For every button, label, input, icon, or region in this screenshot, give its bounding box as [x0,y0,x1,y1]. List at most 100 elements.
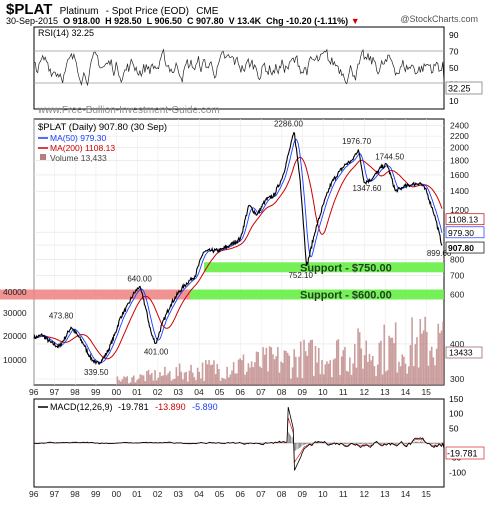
volume-bar [375,376,377,385]
volume-bar [442,321,444,385]
volume-bar [183,372,186,385]
price-y-tick-label: 1400 [450,186,469,196]
volume-legend-swatch [40,154,46,160]
rsi-y-tick-label: 90 [449,30,459,40]
price-right-labels: 1108.13 979.30 907.80 [445,213,485,254]
volume-bar [437,323,440,385]
volume-bar [304,351,307,385]
price-right-value: 1108.13 [448,215,478,225]
price-annotation: 2286.00 [274,119,303,128]
volume-y-tick-label: 30000 [3,308,27,318]
rsi-y-tick-label: 50 [449,63,459,73]
macd-legend-value: -19.781 [118,402,149,412]
symbol-description: - Spot Price (EOD) [105,6,190,17]
volume-bar [407,366,410,385]
volume-bar [170,380,173,385]
x-tick-label: 04 [194,387,204,397]
volume-bar [178,363,181,385]
volume-bar [236,373,238,385]
volume-bar [124,377,127,385]
volume-bar [360,348,363,385]
volume-bar [221,377,223,385]
volume-bar [339,375,341,385]
x-tick-label: 09 [298,489,308,499]
volume-bar [411,317,413,385]
volume-bar [116,376,119,385]
x-tick-label: 01 [132,489,142,499]
volume-bar [399,366,402,385]
macd-y-tick-label: -100 [449,467,466,477]
support-green-band [190,289,444,300]
volume-bar [231,370,233,385]
price-y-tick-label: 1200 [450,205,469,215]
volume-bar [425,331,428,385]
symbol-name: Platinum [59,6,99,17]
volume-bar [301,378,304,385]
price-y-tick-label: 600 [450,290,464,300]
price-y-tick-label: 2200 [450,131,469,141]
x-tick-label: 12 [359,489,369,499]
price-y-tick-label: 700 [450,271,464,281]
quote-change: Chg -10.20 (-1.11%) [266,16,349,26]
rsi-frame [33,26,445,110]
volume-bar [363,355,366,385]
volume-bar [409,345,412,385]
price-annotation: 1347.60 [352,184,381,193]
price-y-tick-label: 800 [450,254,464,264]
volume-bar [298,356,300,385]
volume-bar [208,360,210,385]
volume-bar [216,363,219,385]
volume-bar [296,377,299,385]
macd-y-tick-label: 100 [449,409,463,419]
volume-bar [262,347,264,385]
volume-bar [403,356,405,385]
volume-bar [191,372,194,385]
volume-bar [182,379,184,385]
volume-bar [263,354,266,385]
x-tick-label: 98 [70,489,80,499]
volume-bar [430,346,433,385]
macd-histogram-legend-value: -5.890 [192,402,218,412]
volume-bar [406,373,408,385]
volume-bar [355,367,358,385]
volume-bar [337,339,340,385]
quote-low: L 906.50 [146,16,183,26]
volume-bar [159,372,161,385]
volume-bar [121,379,124,385]
volume-bar [162,375,165,385]
volume-bar [173,378,176,385]
quote-date: 30-Sep-2015 [6,16,59,26]
volume-bar [393,343,395,385]
change-down-icon: ▼ [350,16,360,26]
volume-bar [118,380,120,385]
volume-bar [419,318,422,385]
volume-bar [185,371,187,385]
volume-bar [134,382,137,385]
symbol-ticker: $PLAT [6,1,53,18]
volume-bar [190,364,192,385]
price-annotations: 2286.00 1976.70 1744.50 1347.60 752.10 899.60… [49,119,452,376]
price-legend: MA(50) 979.30 MA(200) 1108.13 Volume 13,… [38,133,115,163]
volume-bar [270,347,273,385]
volume-bar [141,375,143,385]
price-annotation: 1744.50 [375,152,404,161]
volume-bar [344,346,346,385]
x-tick-label: 11 [339,489,348,499]
x-tick-label: 05 [215,489,225,499]
volume-bar [268,346,271,385]
x-tick-label: 02 [153,489,163,499]
rsi-current-box [445,81,483,95]
macd-current-value: -19.781 [447,449,478,459]
volume-bar [401,354,404,385]
volume-bar [380,340,382,385]
x-tick-label: 99 [91,387,101,397]
volume-bar [290,378,292,385]
volume-bar [317,347,320,385]
volume-bar [394,322,397,385]
x-tick-label: 96 [29,489,39,499]
quote-close: C 907.80 [187,16,224,26]
volume-bar [373,366,376,385]
volume-bar [172,379,174,385]
volume-bar [381,374,384,385]
